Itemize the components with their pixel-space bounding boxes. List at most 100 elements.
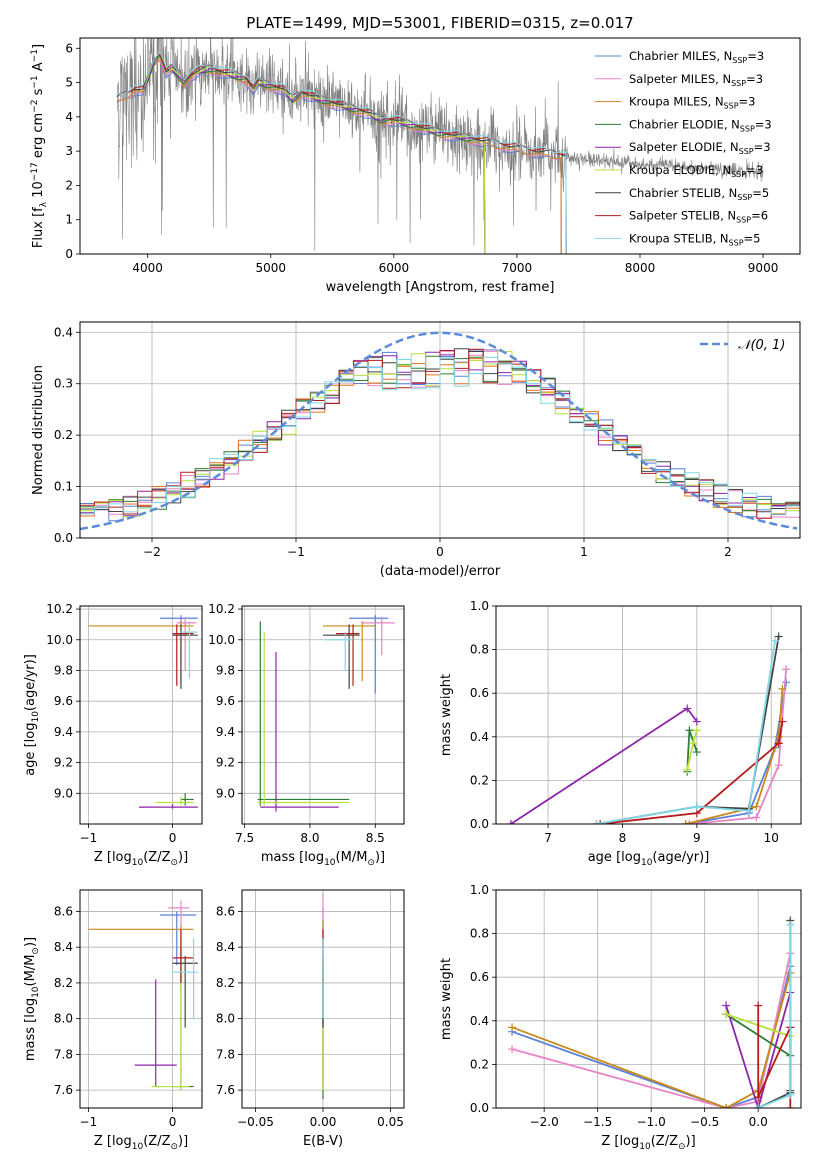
y-tick-label: 0.0 bbox=[470, 1101, 489, 1115]
x-tick-label: 0.00 bbox=[310, 1115, 337, 1129]
y-axis-label: Normed distribution bbox=[31, 365, 46, 495]
y-tick-label: 0.8 bbox=[470, 927, 489, 941]
x-tick-label: −1 bbox=[80, 831, 98, 845]
weight-marker bbox=[692, 748, 701, 757]
axes-frame bbox=[495, 605, 802, 825]
weight-marker bbox=[754, 1001, 763, 1010]
plot-area-weight_vs_Z bbox=[508, 916, 795, 1108]
weight-series-salpeter-miles bbox=[685, 665, 791, 824]
legend-entry: Kroupa ELODIE, NSSP=3 bbox=[629, 163, 763, 179]
x-axis-label: age [log10(age/yr)] bbox=[588, 850, 710, 868]
errorbar-point-kroupa-miles bbox=[88, 621, 194, 682]
legend-entry: 𝒩(0, 1) bbox=[738, 338, 785, 353]
errorbar-point-salpeter-miles bbox=[362, 616, 395, 656]
weight-marker bbox=[770, 636, 779, 645]
model-spectrum-kroupa-stelib bbox=[116, 51, 567, 254]
weight-marker bbox=[722, 1001, 731, 1010]
errorbar-point-salpeter-miles bbox=[176, 616, 197, 671]
weight-marker bbox=[752, 802, 761, 811]
observed-spectrum bbox=[116, 38, 764, 251]
weight-marker bbox=[508, 1045, 517, 1054]
y-axis-label: Flux [fλ 10−17 erg cm−2 s−1 A−1] bbox=[30, 44, 49, 248]
panel-age_vs_mass: 7.5 8.0 8.5 9.0 9.2 9.4 9.6 9.8 10.0 10.2 mass [lo… bbox=[208, 602, 405, 868]
plot-area-spectrum bbox=[116, 38, 764, 254]
errorbar-point-salpeter-stelib bbox=[172, 929, 194, 983]
weight-marker bbox=[752, 813, 761, 822]
weight-series-kroupa-miles bbox=[681, 684, 787, 824]
errorbar-point-kroupa-elodie bbox=[155, 796, 194, 806]
y-tick-label: 0.4 bbox=[54, 325, 73, 339]
axes-frame bbox=[79, 605, 203, 825]
y-tick-label: 8.2 bbox=[216, 976, 235, 990]
panel-age_vs_Z: −1 0 9.0 9.2 9.4 9.6 9.8 10.0 10.2 Z [log10(Z/Z⊙)… bbox=[23, 602, 203, 868]
y-tick-label: 0.8 bbox=[470, 643, 489, 657]
weight-series-kroupa-stelib bbox=[754, 920, 795, 1108]
x-axis-label: (data-model)/error bbox=[380, 564, 501, 579]
residual-histogram-kroupa-stelib bbox=[80, 356, 800, 538]
plot-area-weight_vs_age bbox=[506, 632, 791, 824]
weight-marker bbox=[774, 739, 783, 748]
weight-marker bbox=[592, 820, 601, 824]
weight-marker bbox=[685, 726, 694, 735]
errorbar-point-salpeter-elodie bbox=[134, 979, 177, 1087]
weight-marker bbox=[506, 820, 515, 824]
axes-frame bbox=[79, 889, 203, 1109]
x-tick-label: −2.0 bbox=[530, 1115, 559, 1129]
x-tick-label: 7 bbox=[544, 831, 552, 845]
legend-entry: Salpeter STELIB, NSSP=6 bbox=[629, 209, 768, 225]
x-tick-label: 0.05 bbox=[377, 1115, 404, 1129]
errorbar-point-chabrier-elodie bbox=[180, 793, 194, 806]
y-tick-label: 9.6 bbox=[54, 694, 73, 708]
weight-marker bbox=[722, 1104, 731, 1108]
x-tick-label: −0.5 bbox=[690, 1115, 719, 1129]
weight-marker bbox=[786, 1104, 795, 1108]
x-tick-label: −1.5 bbox=[583, 1115, 612, 1129]
y-tick-label: 0.6 bbox=[470, 970, 489, 984]
legend-entry: Salpeter MILES, NSSP=3 bbox=[629, 72, 763, 88]
legend-entry: Kroupa STELIB, NSSP=5 bbox=[629, 231, 760, 247]
y-tick-label: 1.0 bbox=[470, 883, 489, 897]
x-tick-label: −1.0 bbox=[637, 1115, 666, 1129]
x-tick-label: 8.5 bbox=[366, 831, 385, 845]
x-tick-label: 7.5 bbox=[235, 831, 254, 845]
axes-frame bbox=[241, 605, 405, 825]
weight-marker bbox=[722, 1010, 731, 1019]
errorbar-point-chabrier-miles bbox=[159, 911, 197, 966]
weight-marker bbox=[778, 684, 787, 693]
y-tick-label: 10.2 bbox=[46, 602, 73, 616]
model-spectrum-chabrier-miles bbox=[116, 60, 562, 254]
x-tick-label: 1 bbox=[580, 545, 588, 559]
y-axis-label: mass [log10(M/M⊙)] bbox=[23, 937, 41, 1061]
y-tick-label: 9.2 bbox=[216, 756, 235, 770]
y-tick-label: 10.2 bbox=[208, 602, 235, 616]
weight-marker bbox=[692, 802, 701, 811]
y-tick-label: 10.0 bbox=[46, 633, 73, 647]
y-tick-label: 5 bbox=[65, 76, 73, 90]
legend-entry: Chabrier STELIB, NSSP=5 bbox=[629, 186, 769, 202]
legend-entry: Chabrier ELODIE, NSSP=3 bbox=[629, 117, 772, 133]
x-tick-label: 7000 bbox=[502, 261, 533, 275]
weight-marker bbox=[689, 739, 698, 748]
errorbar-point-kroupa-elodie bbox=[151, 965, 190, 1091]
errorbar-point-chabrier-miles bbox=[349, 615, 389, 694]
y-tick-label: 7.8 bbox=[54, 1047, 73, 1061]
errorbar-point-salpeter-stelib bbox=[336, 624, 360, 686]
errorbar-point-salpeter-elodie bbox=[138, 804, 198, 809]
y-axis-label: age [log10(age/yr)] bbox=[23, 654, 41, 776]
errorbar-point-chabrier-elodie bbox=[257, 621, 350, 806]
x-tick-label: −2 bbox=[143, 545, 161, 559]
x-tick-label: 0.0 bbox=[749, 1115, 768, 1129]
y-tick-label: 0.6 bbox=[470, 686, 489, 700]
x-tick-label: 8 bbox=[619, 831, 627, 845]
panel-mass_vs_EBV: −0.05 0.00 0.05 7.6 7.8 8.0 8.2 8.4 8.6 E(B-V) bbox=[216, 889, 405, 1149]
y-tick-label: 9.4 bbox=[54, 725, 73, 739]
y-tick-label: 9.4 bbox=[216, 725, 235, 739]
normal-curve bbox=[80, 331, 798, 531]
panel-mass_vs_Z: −1 0 7.6 7.8 8.0 8.2 8.4 8.6 Z [log10(Z/Z⊙)] mass… bbox=[23, 889, 203, 1152]
weight-series-kroupa-stelib bbox=[592, 636, 779, 824]
weight-marker bbox=[754, 1093, 763, 1102]
y-tick-label: 0.0 bbox=[54, 531, 73, 545]
y-tick-label: 8.0 bbox=[54, 1012, 73, 1026]
y-tick-label: 8.4 bbox=[54, 940, 73, 954]
